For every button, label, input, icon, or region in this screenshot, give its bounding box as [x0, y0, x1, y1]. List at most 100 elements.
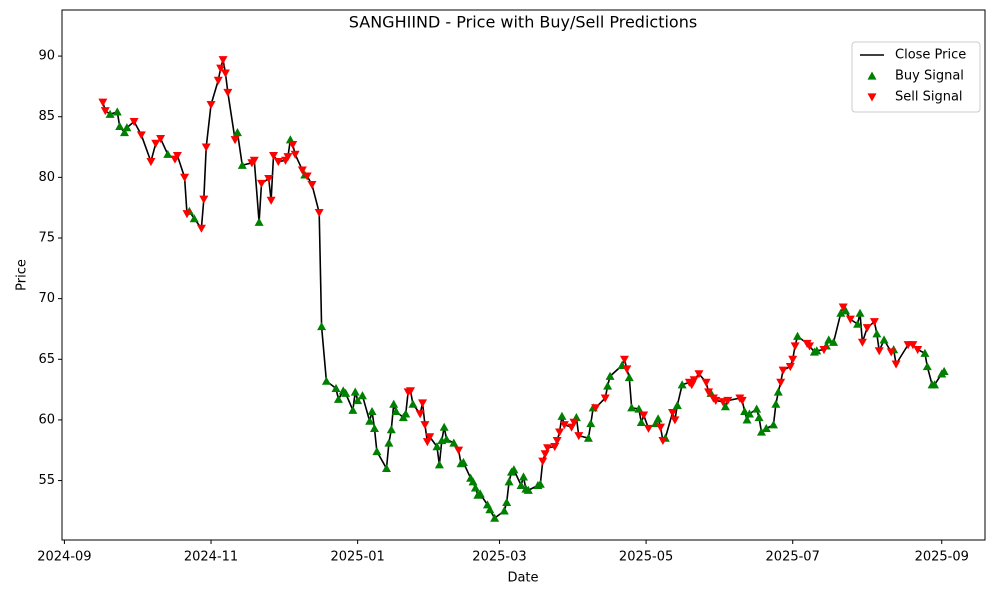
buy-marker: [105, 109, 115, 118]
sell-marker: [223, 88, 233, 97]
sell-marker: [668, 409, 678, 418]
buy-marker: [771, 399, 781, 408]
buy-marker: [793, 331, 803, 340]
buy-marker: [432, 442, 442, 451]
sell-marker: [874, 347, 884, 356]
sell-marker: [788, 355, 798, 364]
sell-marker: [206, 100, 216, 110]
buy-marker: [930, 380, 940, 389]
buy-marker: [470, 483, 480, 492]
sell-marker: [288, 141, 298, 150]
buy-marker: [677, 380, 687, 389]
buy-marker: [331, 383, 341, 392]
buy-marker: [365, 416, 375, 425]
sell-marker: [891, 360, 901, 369]
sell-marker: [886, 348, 896, 357]
sell-marker: [776, 378, 786, 387]
sell-marker: [199, 195, 209, 204]
sell-marker: [857, 338, 867, 347]
sell-marker: [543, 444, 553, 453]
sell-marker: [778, 366, 788, 375]
sell-marker: [559, 421, 569, 430]
sell-marker: [639, 411, 649, 420]
buy-marker: [605, 371, 615, 380]
buy-marker: [475, 489, 485, 498]
buy-marker: [504, 477, 514, 486]
sell-marker: [257, 179, 267, 188]
sell-marker: [552, 436, 562, 446]
buy-marker: [499, 506, 509, 515]
sell-marker: [201, 143, 211, 152]
sell-marker: [266, 196, 276, 205]
sell-marker: [249, 156, 259, 165]
y-tick-label: 85: [38, 109, 55, 124]
sell-marker: [723, 396, 733, 406]
buy-marker: [624, 372, 634, 382]
x-tick-label: 2025-03: [472, 550, 526, 565]
buy-marker: [768, 420, 778, 429]
sell-marker: [269, 151, 279, 161]
buy-marker: [603, 381, 613, 390]
buy-marker: [922, 362, 932, 371]
sell-marker: [704, 388, 714, 397]
sell-marker: [591, 404, 601, 413]
sell-marker: [180, 173, 190, 182]
legend-marker: [867, 93, 877, 102]
sell-marker: [619, 355, 629, 364]
sell-marker: [100, 107, 110, 116]
x-tick-label: 2024-11: [184, 550, 238, 565]
sell-marker: [151, 139, 161, 148]
buy-marker: [853, 319, 863, 328]
sell-marker: [302, 172, 312, 181]
buy-marker: [381, 463, 391, 473]
y-tick-label: 70: [38, 291, 55, 306]
buy-marker: [458, 457, 468, 466]
sell-marker: [136, 131, 146, 140]
sell-marker: [314, 208, 324, 218]
buy-marker: [341, 388, 351, 397]
buy-marker: [535, 479, 545, 488]
sell-marker: [790, 342, 800, 351]
buy-marker: [353, 396, 363, 405]
buy-marker: [836, 308, 846, 317]
buy-marker: [756, 427, 766, 436]
sell-marker: [555, 428, 565, 437]
legend-label: Sell Signal: [895, 90, 963, 105]
buy-marker: [752, 404, 762, 413]
buy-marker: [824, 335, 834, 344]
sell-marker: [550, 443, 560, 452]
sell-marker: [540, 450, 550, 459]
plot-frame: [61, 9, 986, 541]
sell-marker: [701, 378, 711, 387]
sell-marker: [656, 423, 666, 432]
sell-marker: [264, 174, 274, 184]
buy-marker: [369, 423, 379, 433]
buy-marker: [468, 477, 478, 486]
buy-marker: [333, 394, 343, 403]
y-axis-label: Price: [15, 259, 30, 291]
sell-marker: [415, 410, 425, 419]
x-tick-label: 2025-05: [619, 550, 673, 565]
buy-marker: [112, 107, 122, 116]
buy-marker: [115, 121, 125, 131]
x-tick-label: 2024-09: [37, 550, 91, 565]
y-tick-label: 90: [38, 49, 55, 64]
sell-marker: [290, 150, 300, 159]
buy-marker: [627, 403, 637, 412]
buy-marker: [232, 127, 242, 137]
buy-marker: [634, 404, 644, 413]
y-tick-label: 55: [38, 473, 55, 488]
buy-marker: [237, 160, 247, 169]
buy-marker: [317, 322, 327, 331]
buy-marker: [348, 405, 358, 414]
sell-marker: [538, 457, 548, 466]
buy-marker: [519, 472, 528, 481]
buy-marker: [509, 465, 519, 474]
buy-marker: [357, 391, 367, 400]
buy-marker: [442, 434, 452, 443]
buy-marker: [485, 505, 495, 514]
sell-marker: [273, 158, 283, 167]
